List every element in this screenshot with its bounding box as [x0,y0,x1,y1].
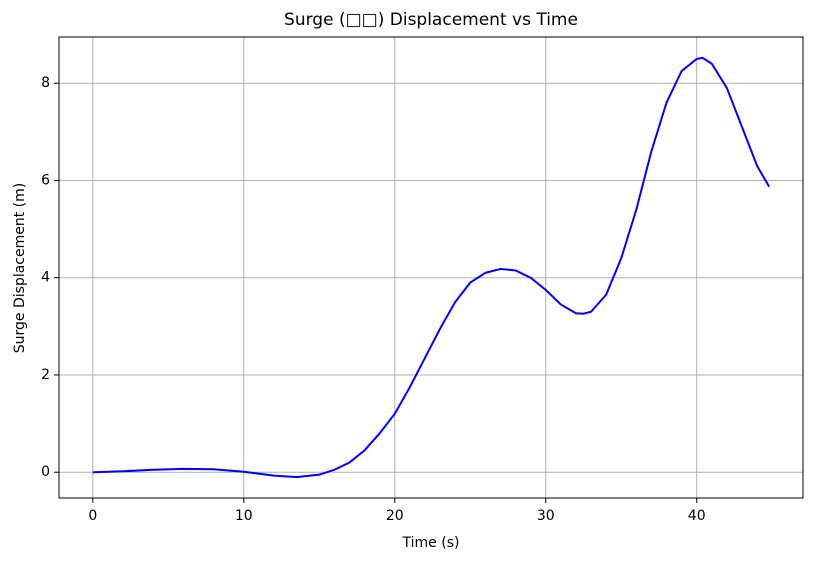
x-tick-label: 20 [386,508,404,524]
y-tick-label: 4 [41,270,50,286]
plot-frame [58,36,804,499]
chart-title: Surge (□□) Displacement vs Time [284,10,578,30]
y-tick-label: 0 [41,464,50,480]
y-tick-label: 8 [41,75,50,91]
data-line [92,56,771,479]
x-tick-label: 30 [537,508,555,524]
x-tick-label: 40 [688,508,706,524]
y-tick-label: 2 [41,367,50,383]
y-tick-label: 6 [41,172,50,188]
y-axis-label: Surge Displacement (m) [12,183,28,353]
x-tick-label: 0 [88,508,97,524]
x-tick-label: 10 [235,508,253,524]
x-axis-label: Time (s) [402,535,460,551]
